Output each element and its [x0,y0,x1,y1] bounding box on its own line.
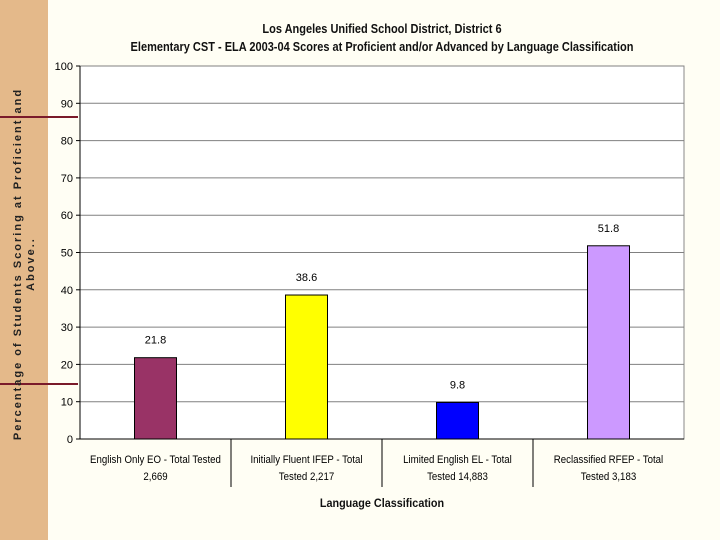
decorative-rule-top [0,116,78,118]
y-tick-label: 80 [61,136,73,148]
data-label: 9.8 [450,379,465,391]
bar [436,401,479,440]
y-tick-label: 70 [61,173,73,185]
y-tick-label: 40 [61,285,73,297]
chart-subtitle: Elementary CST - ELA 2003-04 Scores at P… [130,40,634,54]
x-tick-label: Reclassified RFEP - Total [554,455,663,467]
y-tick-label: 30 [61,322,73,334]
x-tick-label: Tested 14,883 [427,472,488,484]
chart-title: Los Angeles Unified School District, Dis… [262,22,502,36]
y-tick-label: 90 [61,98,73,110]
decorative-sidebar [0,0,48,540]
bar [134,357,177,440]
y-tick-label: 50 [61,248,73,260]
y-tick-label: 100 [55,61,73,73]
bar [285,294,328,440]
x-tick-label: 2,669 [143,472,167,484]
x-tick-label: Tested 3,183 [581,472,637,484]
data-label: 21.8 [145,335,166,347]
y-tick-label: 60 [61,210,73,222]
y-tick-label: 10 [61,397,73,409]
x-tick-label: Tested 2,217 [279,472,335,484]
x-axis-label: Language Classification [319,496,445,510]
x-tick-label: Initially Fluent IFEP - Total [250,455,362,467]
y-tick-label: 20 [61,359,73,371]
y-tick-label: 0 [67,434,73,446]
bar [587,245,630,440]
data-label: 51.8 [598,223,619,235]
x-tick-label: Limited English EL - Total [403,455,512,467]
decorative-rule-bottom [0,383,78,385]
data-label: 38.6 [296,272,317,284]
x-tick-label: English Only EO - Total Tested [90,455,221,467]
